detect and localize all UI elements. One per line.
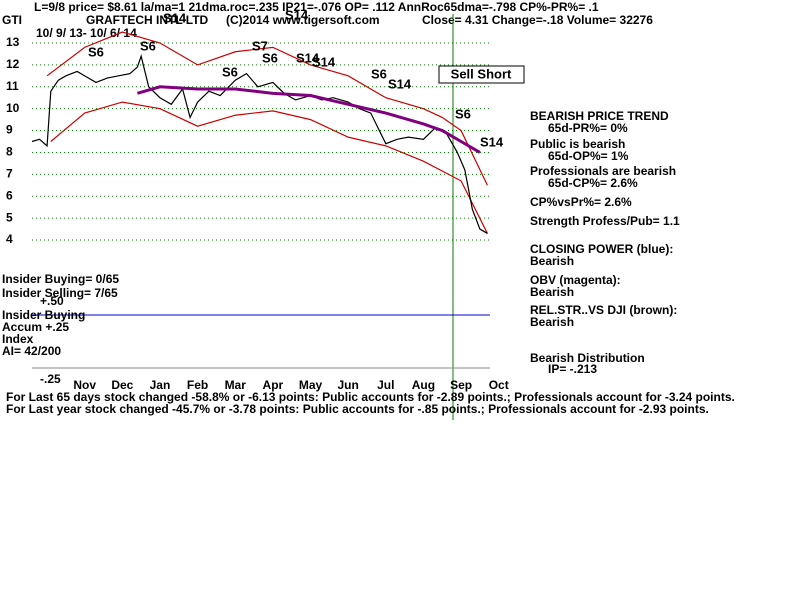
right-note: 65d-CP%= 2.6% <box>548 176 638 190</box>
y-tick-label: 10 <box>6 101 20 115</box>
footer-line: For Last year stock changed -45.7% or -3… <box>6 402 709 416</box>
x-tick-label: Nov <box>73 378 96 392</box>
left-note: +.50 <box>40 294 64 308</box>
date-range: 10/ 9/ 13- 10/ 6/ 14 <box>36 26 137 40</box>
right-note: Bearish Distribution <box>530 351 645 365</box>
price-line <box>31 54 488 234</box>
y-tick-label: 11 <box>6 79 19 93</box>
price-line <box>46 31 488 186</box>
right-note: IP= -.213 <box>548 362 597 376</box>
x-tick-label: Jul <box>377 378 394 392</box>
x-tick-label: May <box>299 378 323 392</box>
right-note: Bearish <box>530 254 574 268</box>
right-note: 65d-OP%= 1% <box>548 149 629 163</box>
signal-label: S6 <box>88 44 104 59</box>
x-tick-label: Jun <box>337 378 358 392</box>
price-line <box>136 85 481 154</box>
signal-label: S7 <box>252 38 268 53</box>
right-note: OBV (magenta): <box>530 273 621 287</box>
left-note: Insider Buying= 0/65 <box>2 272 119 286</box>
y-tick-label: 9 <box>6 123 13 137</box>
signal-label: S14 <box>296 50 320 65</box>
quote: Close= 4.31 Change=-.18 Volume= 32276 <box>422 13 653 27</box>
signal-label: S6 <box>140 38 156 53</box>
left-note: Insider Selling= 7/65 <box>2 286 118 300</box>
x-tick-label: Mar <box>225 378 247 392</box>
right-note: Strength Profess/Pub= 1.1 <box>530 214 680 228</box>
y-tick-label: 7 <box>6 167 13 181</box>
right-note: Professionals are bearish <box>530 164 676 178</box>
annotation: Sell Short <box>451 66 512 81</box>
right-note: Bearish <box>530 315 574 329</box>
signal-label: S14 <box>388 76 412 91</box>
x-tick-label: Feb <box>187 378 208 392</box>
y-tick-label: 8 <box>6 145 13 159</box>
signal-label: S14 <box>480 134 504 149</box>
signal-label: S6 <box>262 50 278 65</box>
signal-label: S14 <box>285 7 309 22</box>
left-note: Insider Buying <box>2 308 85 322</box>
signal-label: S14 <box>312 54 336 69</box>
site: (C)2014 www.tigersoft.com <box>226 13 380 27</box>
signal-label: S6 <box>455 106 471 121</box>
right-note: Public is bearish <box>530 137 625 151</box>
right-note: Bearish <box>530 285 574 299</box>
footer-line: For Last 65 days stock changed -58.8% or… <box>6 390 735 404</box>
y-tick-label: 6 <box>6 188 13 202</box>
left-note: AI= 42/200 <box>2 344 61 358</box>
right-note: CP%vsPr%= 2.6% <box>530 195 632 209</box>
left-note: Index <box>2 332 34 346</box>
right-note: REL.STR..VS DJI (brown): <box>530 303 677 317</box>
x-tick-label: Aug <box>412 378 435 392</box>
header-line: L=9/8 price= $8.61 la/ma=1 21dma.roc=.23… <box>34 0 599 14</box>
signal-label: S6 <box>222 64 238 79</box>
left-note: -.25 <box>40 372 61 386</box>
annotation-box <box>438 65 525 84</box>
right-note: 65d-PR%= 0% <box>548 121 628 135</box>
signal-label: S14 <box>163 10 187 25</box>
y-tick-label: 5 <box>6 210 13 224</box>
right-note: BEARISH PRICE TREND <box>530 109 669 123</box>
y-tick-label: 12 <box>6 57 20 71</box>
right-note: CLOSING POWER (blue): <box>530 242 673 256</box>
left-note: Accum +.25 <box>2 320 69 334</box>
x-tick-label: Jan <box>150 378 171 392</box>
x-tick-label: Apr <box>263 378 284 392</box>
signal-label: S6 <box>371 66 387 81</box>
ticker: GTI <box>2 13 22 27</box>
x-tick-label: Oct <box>489 378 509 392</box>
x-tick-label: Dec <box>111 378 133 392</box>
y-tick-label: 4 <box>6 232 13 246</box>
chart-title: GRAFTECH INTL LTD <box>86 13 209 27</box>
y-tick-label: 13 <box>6 35 20 49</box>
price-line <box>50 101 488 234</box>
x-tick-label: Sep <box>450 378 472 392</box>
